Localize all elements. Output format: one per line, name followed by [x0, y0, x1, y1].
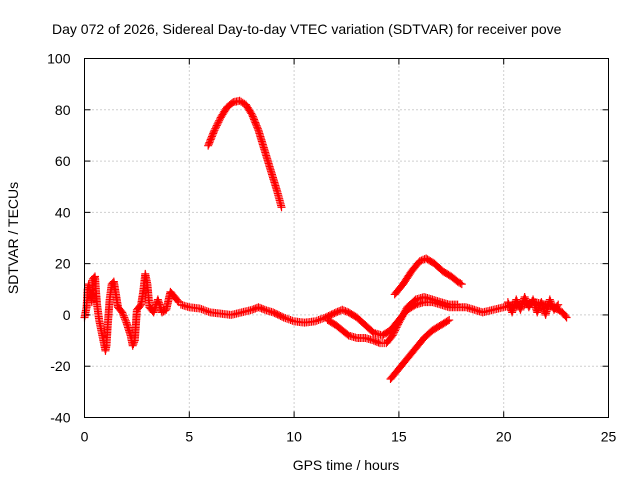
series-arc-rise-late: [390, 254, 466, 299]
data-point-marker: [128, 341, 137, 350]
data-point-marker: [553, 301, 562, 310]
data-point-marker: [520, 292, 529, 301]
data-point-marker: [554, 300, 563, 309]
plot-area: [80, 96, 571, 384]
data-point-marker: [199, 305, 208, 314]
data-point-marker: [374, 338, 383, 347]
y-tick-label: -40: [50, 410, 70, 426]
x-tick-label: 15: [391, 429, 407, 445]
data-point-marker: [118, 308, 127, 317]
x-axis-label: GPS time / hours: [293, 457, 400, 473]
data-point-marker: [119, 311, 128, 320]
data-point-marker: [562, 313, 571, 322]
x-tick-label: 10: [286, 429, 302, 445]
data-point-marker: [512, 295, 521, 304]
data-point-marker: [286, 316, 295, 325]
x-tick-label: 0: [81, 429, 89, 445]
x-tick-label: 5: [185, 429, 193, 445]
data-point-marker: [204, 307, 213, 316]
data-point-marker: [561, 312, 570, 321]
data-point-marker: [311, 317, 320, 326]
data-point-marker: [503, 298, 512, 307]
y-axis-label: SDTVAR / TECUs: [5, 182, 21, 294]
data-point-marker: [281, 314, 290, 323]
series-late-scatter: [503, 292, 563, 319]
y-tick-label: 60: [55, 153, 71, 169]
data-point-marker: [284, 315, 293, 324]
data-point-marker: [283, 314, 292, 323]
data-point-marker: [546, 297, 555, 306]
data-point-marker: [202, 307, 211, 316]
data-point-marker: [453, 300, 462, 309]
data-point-marker: [129, 339, 138, 348]
data-point-marker: [288, 316, 297, 325]
data-point-marker: [456, 279, 465, 288]
series-mid-band-lower: [323, 292, 462, 348]
data-point-marker: [316, 315, 325, 324]
data-point-marker: [533, 308, 542, 317]
data-point-marker: [547, 298, 556, 307]
data-point-marker: [130, 338, 139, 347]
data-point-marker: [445, 316, 454, 325]
data-point-marker: [121, 315, 130, 324]
y-tick-label: -20: [50, 358, 70, 374]
x-tick-label: 20: [496, 429, 512, 445]
y-tick-label: 40: [55, 204, 71, 220]
x-tick-label: 25: [601, 429, 617, 445]
series-arc-high: [204, 96, 286, 212]
data-point-marker: [197, 305, 206, 314]
y-tick-label: 80: [55, 102, 71, 118]
grid: [84, 58, 609, 418]
data-point-marker: [195, 304, 204, 313]
data-point-marker: [545, 295, 554, 304]
data-point-marker: [277, 203, 286, 212]
data-point-marker: [121, 316, 130, 325]
y-tick-label: 100: [47, 51, 71, 67]
data-point-marker: [314, 316, 323, 325]
data-point-marker: [118, 310, 127, 319]
data-point-marker: [312, 316, 321, 325]
chart-title: Day 072 of 2026, Sidereal Day-to-day VTE…: [52, 21, 562, 37]
plot-frame: [84, 58, 609, 418]
data-point-marker: [120, 313, 129, 322]
data-point-marker: [443, 316, 452, 325]
data-point-marker: [318, 314, 327, 323]
y-tick-label: 0: [63, 307, 71, 323]
series-arc-fall-late: [386, 316, 454, 384]
data-point-marker: [201, 306, 210, 315]
data-point-marker: [522, 296, 531, 305]
series-early-oscillations: [80, 269, 183, 355]
data-point-marker: [521, 294, 530, 303]
data-point-marker: [279, 313, 288, 322]
data-point-marker: [457, 280, 466, 289]
y-tick-label: 20: [55, 256, 71, 272]
